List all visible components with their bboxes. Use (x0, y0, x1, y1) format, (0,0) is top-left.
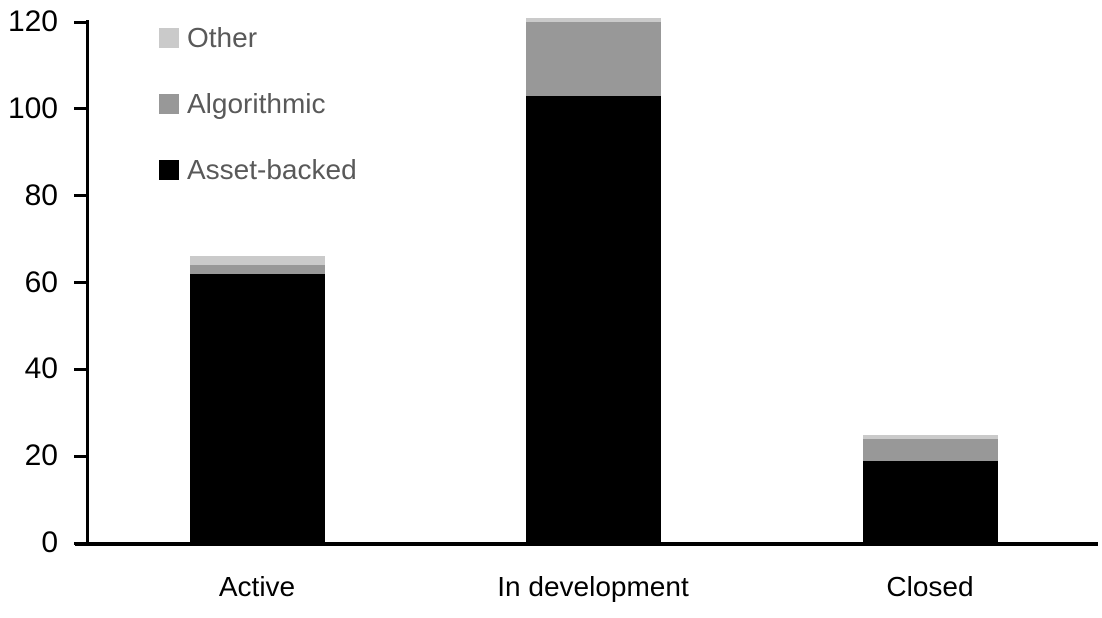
bar-in-development (526, 17, 661, 543)
bar-segment-asset-backed (863, 460, 998, 543)
bar-segment-asset-backed (190, 273, 325, 543)
x-axis-label-active: Active (218, 571, 296, 602)
bar-segment-asset-backed (526, 95, 661, 543)
y-axis-tick-label: 40 (24, 352, 58, 386)
legend-swatch-other-icon (159, 28, 179, 48)
y-axis-tick-label: 60 (24, 265, 58, 299)
y-axis-tick (74, 367, 88, 371)
legend-item-algorithmic: Algorithmic (159, 88, 326, 119)
legend-item-other: Other (159, 22, 258, 53)
y-axis-tick-label: 120 (7, 5, 58, 38)
legend-swatch-algorithmic-icon (159, 94, 179, 114)
bar-segment-algorithmic (190, 265, 325, 274)
bar-segment-other (863, 434, 998, 439)
y-axis-tick (74, 454, 88, 458)
legend-label-other: Other (187, 22, 258, 53)
bar-closed (863, 434, 998, 543)
legend-item-asset-backed: Asset-backed (159, 154, 357, 185)
y-axis-tick-label: 20 (24, 439, 58, 473)
legend-swatch-asset-backed-icon (159, 160, 179, 180)
y-axis-tick (74, 541, 88, 545)
y-axis-tick (74, 20, 88, 24)
bar-segment-algorithmic (863, 438, 998, 461)
y-axis-tick (74, 281, 88, 284)
bar-segment-other (526, 17, 661, 23)
bar-segment-other (190, 256, 325, 266)
x-axis-line (75, 542, 1098, 546)
x-axis-label-in-development: In development (497, 571, 689, 602)
bar-active (190, 256, 325, 543)
legend-label-asset-backed: Asset-backed (187, 154, 357, 185)
y-axis-tick (74, 194, 88, 198)
x-axis-label-closed: Closed (886, 571, 974, 602)
legend-label-algorithmic: Algorithmic (187, 88, 326, 119)
y-axis-tick-label: 0 (41, 526, 58, 559)
y-axis-tick-label: 80 (24, 178, 58, 212)
y-axis-tick-label: 100 (7, 91, 58, 125)
y-axis-tick (74, 107, 88, 111)
bar-segment-algorithmic (526, 22, 661, 96)
